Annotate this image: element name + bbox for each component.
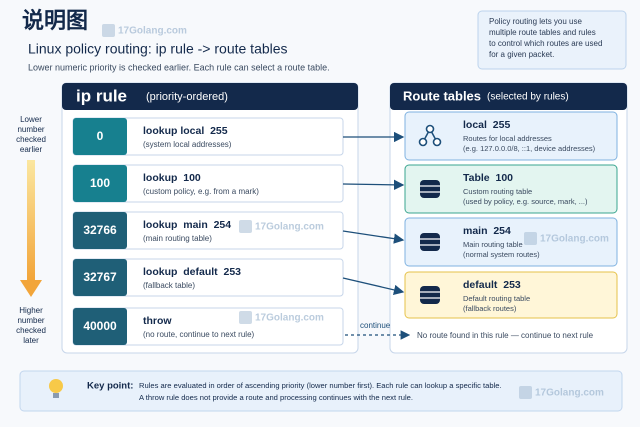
watermark-icon [239,311,252,324]
db-icon [420,286,440,304]
rule-arrow [342,277,405,295]
note-box [477,10,627,70]
order-hint-bottom: later [23,336,39,345]
priority: 100 [90,176,110,190]
key-point-label: Key point: [87,381,133,392]
table-description: (used by policy, e.g. source, mark, ...) [463,197,588,206]
note-text: Policy routing lets you use [489,17,582,26]
priority-box [73,308,127,345]
db-icon [420,233,440,251]
continue-label: continue [360,321,391,330]
order-hint-top: checked [16,135,46,144]
priority-box [73,165,127,202]
priority-box [73,212,127,249]
table-description: Main routing table [463,240,523,249]
note-text: multiple route tables and rules [489,28,596,37]
rule-arrow [342,230,405,244]
subtitle: Linux policy routing: ip rule -> route t… [28,41,288,57]
table-description: (normal system routes) [463,250,540,259]
priority: 32767 [83,270,117,284]
table-description: Default routing table [463,294,530,303]
rule-description: (custom policy, e.g. from a mark) [143,187,259,196]
table-name: main 254 [463,225,511,237]
watermark: 17Golang.com [535,388,604,399]
watermark: 17Golang.com [255,313,324,324]
table-box [404,217,618,267]
rule-action: lookup 100 [143,172,201,184]
table-box [404,164,618,214]
route-tables-header [390,83,627,110]
key-point-box [19,370,623,412]
order-arrow-head [20,280,42,297]
table-box [404,111,618,161]
ip-rule-title: ip rule [76,86,127,105]
key-point-text: Rules are evaluated in order of ascendin… [139,381,502,390]
description: Lower numeric priority is checked earlie… [28,62,330,72]
watermark-icon [524,232,537,245]
rule-description: (main routing table) [143,234,212,243]
watermark: 17Golang.com [118,26,187,37]
table-name: default 253 [463,279,521,291]
priority: 0 [97,129,104,143]
order-hint-bottom: Higher [19,306,43,315]
icon-node [418,137,428,147]
order-hint-bottom: number [17,316,44,325]
db-icon [420,180,440,198]
table-description: Custom routing table [463,187,532,196]
order-hint-top: earlier [20,145,43,154]
watermark: 17Golang.com [255,222,324,233]
bulb-icon [49,379,63,393]
rule-action: lookup default 253 [143,266,241,278]
order-hint-bottom: checked [16,326,46,335]
rule-description: (fallback table) [143,281,195,290]
rule-description: (system local addresses) [143,140,232,149]
order-hint-top: Lower [20,115,42,124]
rule-arrow [342,179,405,191]
rule-action: lookup main 254 [143,219,231,231]
watermark: 17Golang.com [540,234,609,245]
table-description: Routes for local addresses [463,134,552,143]
title: 说明图 [22,8,88,33]
priority: 32766 [83,223,117,237]
order-arrow [27,160,35,280]
table-box [404,271,618,319]
no-route-text: No route found in this rule — continue t… [417,331,594,340]
ip-rule-subtitle: (priority-ordered) [146,91,228,103]
icon-node [425,124,435,134]
route-tables-title: Route tables [403,88,481,103]
rule-description: (no route, continue to next rule) [143,330,255,339]
table-name: Table 100 [463,172,513,184]
icon-node [432,137,442,147]
rule-action: throw [143,315,172,327]
ip-rule-header [62,83,358,110]
route-tables-subtitle: (selected by rules) [487,92,569,103]
priority: 40000 [83,319,117,333]
priority-box [73,259,127,296]
watermark-icon [519,386,532,399]
table-description: (e.g. 127.0.0.0/8, ::1, device addresses… [463,144,596,153]
watermark-icon [239,220,252,233]
table-name: local 255 [463,119,510,131]
watermark-icon [102,24,115,37]
order-hint-top: number [17,125,44,134]
note-text: to control which routes are used [489,39,602,48]
note-text: for a given packet. [489,50,554,59]
bulb-base [53,393,59,398]
key-point-text: A throw rule does not provide a route an… [139,393,413,402]
table-description: (fallback routes) [463,304,517,313]
priority-box [73,118,127,155]
rule-action: lookup local 255 [143,125,228,137]
